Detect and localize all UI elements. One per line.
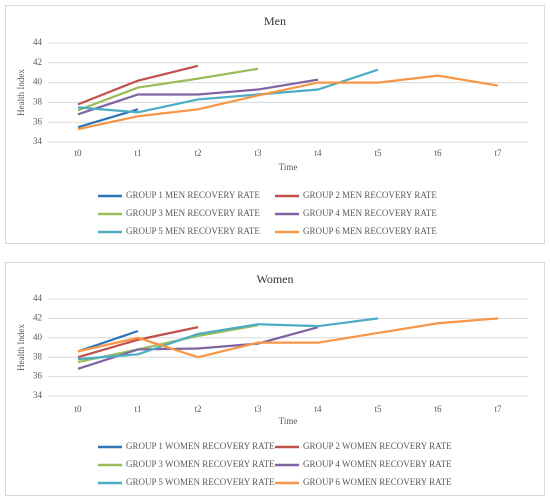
y-tick-label: 44 [33, 37, 43, 47]
y-tick-label: 34 [33, 390, 43, 400]
legend-label: GROUP 3 MEN RECOVERY RATE [126, 208, 260, 218]
legend-label: GROUP 6 MEN RECOVERY RATE [303, 226, 437, 236]
y-tick-label: 40 [33, 332, 43, 342]
legend-label: GROUP 2 WOMEN RECOVERY RATE [303, 441, 452, 451]
legend-label: GROUP 5 MEN RECOVERY RATE [126, 226, 260, 236]
series-line [77, 67, 259, 112]
x-tick-label: t2 [194, 148, 201, 158]
series-line [77, 326, 199, 359]
y-tick-label: 42 [33, 312, 42, 322]
x-tick-label: t3 [254, 404, 262, 414]
x-tick-label: t0 [74, 148, 82, 158]
x-tick-label: t4 [314, 404, 322, 414]
x-tick-label: t3 [254, 148, 262, 158]
series-line [77, 68, 379, 114]
series-line [77, 329, 139, 353]
chart-title: Women [256, 272, 293, 286]
series-line [77, 74, 499, 131]
x-tick-label: t4 [314, 148, 322, 158]
series-line [77, 317, 499, 359]
y-tick-label: 38 [33, 351, 43, 361]
chart-title: Men [264, 14, 286, 28]
x-tick-label: t6 [434, 404, 442, 414]
legend-label: GROUP 6 WOMEN RECOVERY RATE [303, 477, 452, 487]
x-tick-label: t1 [134, 148, 141, 158]
legend-label: GROUP 1 MEN RECOVERY RATE [126, 190, 260, 200]
x-tick-label: t7 [494, 404, 502, 414]
y-tick-label: 40 [33, 77, 43, 87]
y-axis-title: Health Index [16, 69, 26, 116]
x-axis-title: Time [279, 162, 298, 172]
y-tick-label: 36 [33, 116, 43, 126]
x-tick-label: t2 [194, 404, 201, 414]
legend-label: GROUP 5 WOMEN RECOVERY RATE [126, 477, 275, 487]
x-tick-label: t1 [134, 404, 141, 414]
x-tick-label: t7 [494, 148, 502, 158]
y-tick-label: 42 [33, 57, 42, 67]
x-tick-label: t5 [374, 148, 382, 158]
series-line [77, 78, 319, 116]
y-tick-label: 38 [33, 96, 43, 106]
x-tick-label: t0 [74, 404, 82, 414]
legend-label: GROUP 4 MEN RECOVERY RATE [303, 208, 437, 218]
legend-label: GROUP 4 WOMEN RECOVERY RATE [303, 459, 452, 469]
series-line [77, 64, 199, 106]
chart-frame [5, 262, 545, 496]
y-tick-label: 36 [33, 371, 43, 381]
legend-label: GROUP 3 WOMEN RECOVERY RATE [126, 459, 275, 469]
x-tick-label: t5 [374, 404, 382, 414]
x-tick-label: t6 [434, 148, 442, 158]
series-line [77, 317, 379, 361]
y-tick-label: 44 [33, 293, 43, 303]
y-axis-title: Health Index [16, 324, 26, 371]
y-tick-label: 34 [33, 136, 43, 146]
x-axis-title: Time [279, 416, 298, 426]
legend-label: GROUP 2 MEN RECOVERY RATE [303, 190, 437, 200]
legend-label: GROUP 1 WOMEN RECOVERY RATE [126, 441, 275, 451]
